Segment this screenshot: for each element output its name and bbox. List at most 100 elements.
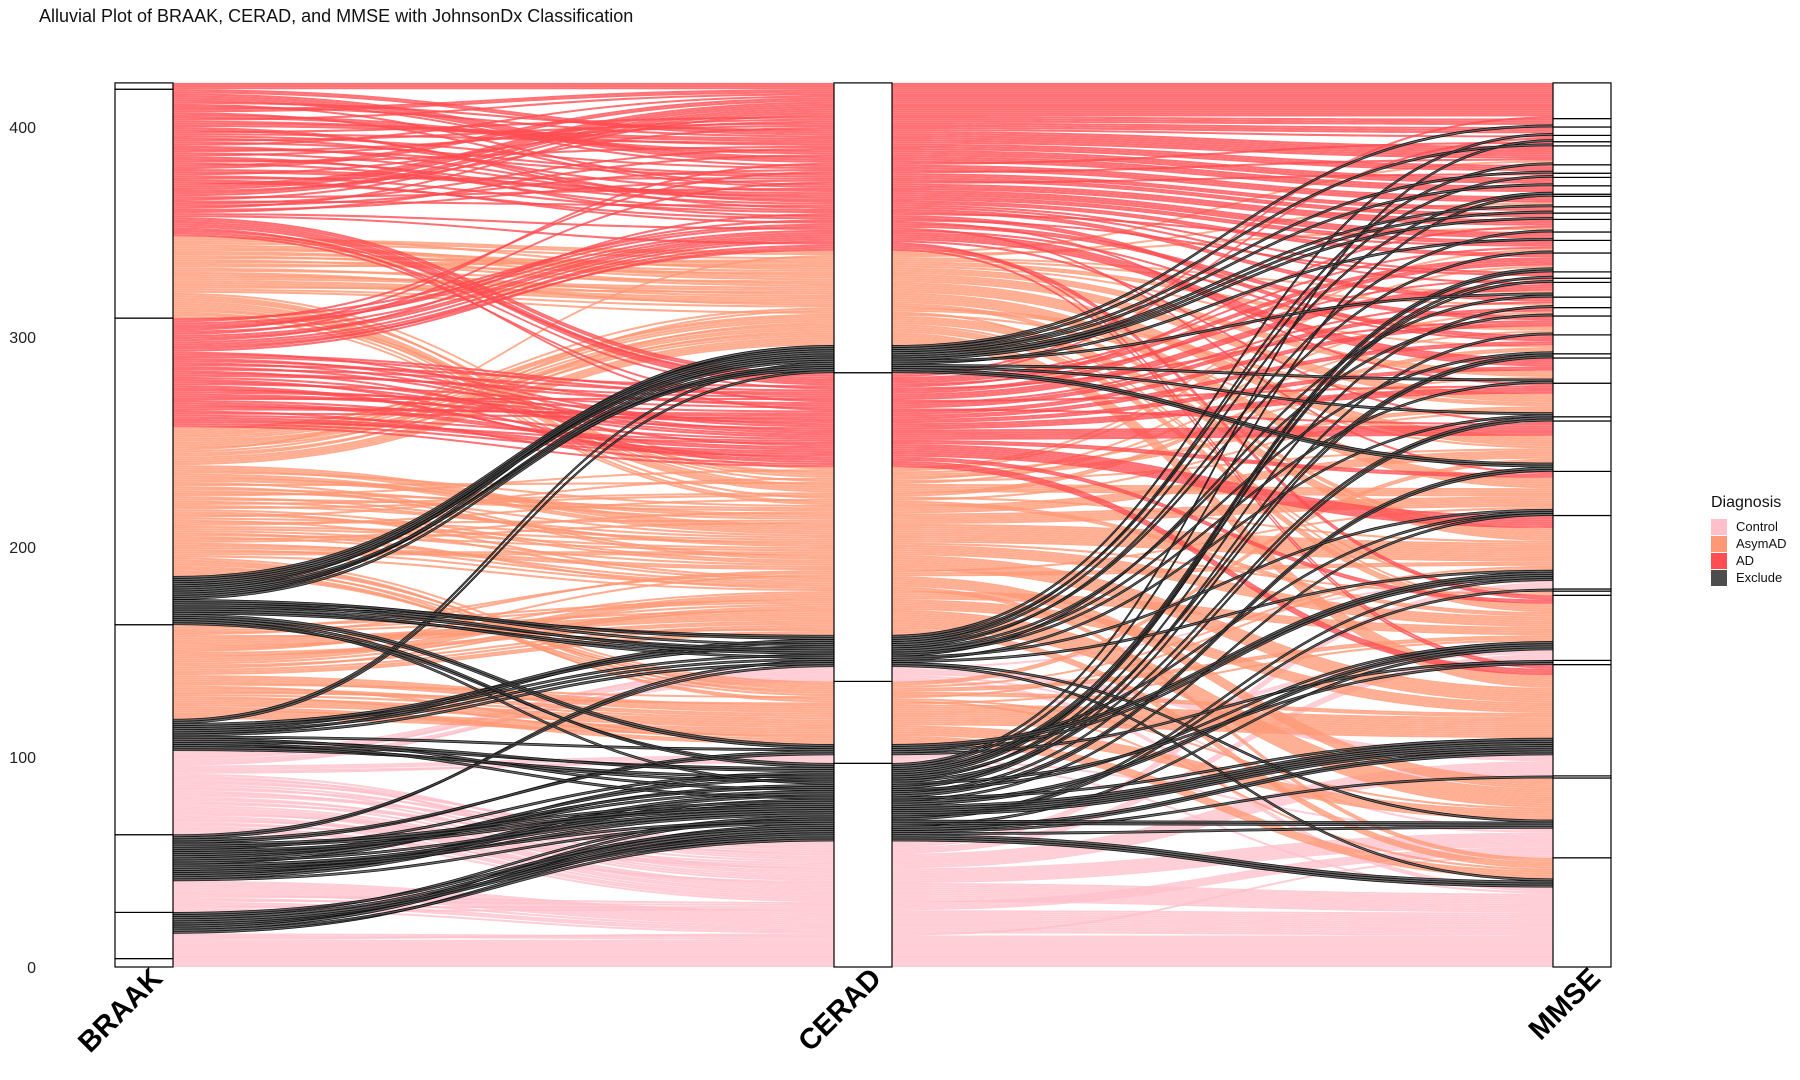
flow-ad — [173, 236, 834, 340]
flow-ad — [892, 93, 1553, 96]
stratum-mmse — [1552, 239, 1612, 254]
flow-control — [892, 847, 1553, 904]
flow-control — [173, 962, 834, 965]
flow-ad — [892, 114, 1553, 117]
flow-ad — [173, 244, 834, 346]
flow-ad — [892, 320, 1553, 390]
flow-ad — [173, 120, 834, 176]
flow-ad — [892, 89, 1553, 92]
flow-ad — [892, 278, 1553, 386]
stratum-mmse — [1552, 141, 1612, 147]
flow-control — [892, 891, 1553, 904]
flow-asymad — [173, 246, 834, 279]
flow-control — [892, 925, 1553, 930]
flow-control — [892, 912, 1553, 917]
flow-control — [892, 759, 1553, 833]
flow-asymad — [892, 332, 1553, 678]
flow-asymad — [892, 582, 1553, 787]
y-tick-label: 300 — [9, 330, 36, 347]
x-axis-label-cerad: CERAD — [792, 962, 888, 1058]
flow-control — [892, 948, 1553, 951]
flow-ad — [892, 221, 1553, 386]
flow-asymad — [892, 738, 1553, 875]
flow-asymad — [173, 599, 834, 627]
stratum-mmse — [1552, 231, 1612, 241]
flow-control — [892, 658, 1553, 854]
flow-control — [892, 910, 1553, 915]
flow-ad — [892, 156, 1553, 188]
flow-ad — [173, 112, 834, 188]
flow-control — [892, 929, 1553, 934]
flow-ad — [173, 227, 834, 411]
flow-ad — [173, 225, 834, 386]
flow-asymad — [173, 511, 834, 579]
flow-control — [892, 885, 1553, 898]
legend-label: AD — [1736, 553, 1755, 568]
flow-ad — [892, 246, 1553, 379]
flow-asymad — [173, 542, 834, 585]
flow-control — [892, 962, 1553, 965]
flow-control — [892, 761, 1553, 894]
flow-asymad — [173, 626, 834, 671]
flow-ad — [173, 246, 834, 352]
y-axis: 0 100 200 300 400 — [9, 120, 36, 977]
flow-ad — [892, 458, 1553, 604]
stratum-mmse — [1552, 134, 1612, 143]
flow-asymad — [892, 628, 1553, 865]
flow-asymad — [173, 255, 834, 285]
flow-asymad — [173, 563, 834, 686]
stratum-braak — [114, 624, 174, 836]
flow-control — [173, 893, 834, 925]
stratum-mmse — [1552, 420, 1612, 473]
flow-asymad — [892, 271, 1553, 377]
legend-title: Diagnosis — [1711, 494, 1782, 511]
flow-ad — [173, 127, 834, 209]
flow-ad — [173, 368, 834, 394]
flow-ad — [892, 103, 1553, 106]
stratum-mmse — [1552, 357, 1612, 384]
flow-asymad — [892, 330, 1553, 613]
flow-asymad — [173, 622, 834, 657]
flow-ad — [892, 148, 1553, 172]
flow-ad — [892, 259, 1553, 384]
flow-ad — [892, 124, 1553, 132]
flow-ad — [892, 190, 1553, 235]
flow-ad — [892, 122, 1553, 130]
flow-ad — [892, 465, 1553, 676]
flow-ad — [892, 450, 1553, 524]
flow-asymad — [173, 685, 834, 739]
flow-ad — [892, 166, 1553, 201]
stratum-mmse — [1552, 212, 1612, 221]
flow-control — [892, 958, 1553, 961]
stratum-braak — [114, 911, 174, 960]
flow-ad — [173, 152, 834, 201]
flow-ad — [892, 99, 1553, 102]
stratum-braak — [114, 317, 174, 626]
flow-ad — [892, 145, 1553, 169]
flow-ad — [892, 463, 1553, 673]
flow-control — [892, 767, 1553, 862]
flow-ad — [892, 131, 1553, 148]
flow-asymad — [892, 227, 1553, 256]
flow-ad — [892, 97, 1553, 100]
flow-asymad — [892, 450, 1553, 508]
flow-control — [173, 933, 834, 938]
flow-asymad — [173, 517, 834, 541]
flow-control — [173, 817, 834, 894]
flow-ad — [892, 232, 1553, 361]
flow-ad — [173, 410, 834, 466]
flow-control — [173, 885, 834, 917]
flow-ad — [892, 225, 1553, 321]
flow-ad — [173, 362, 834, 432]
flow-ad — [892, 204, 1553, 274]
flow-ad — [892, 307, 1553, 407]
flow-ad — [173, 89, 834, 111]
stratum-mmse — [1552, 296, 1612, 309]
y-tick-label: 0 — [27, 960, 36, 977]
flow-ad — [892, 137, 1553, 377]
flow-ad — [173, 122, 834, 140]
flow-ad — [892, 129, 1553, 138]
flow-asymad — [892, 551, 1553, 625]
flow-ad — [173, 145, 834, 163]
flow-asymad — [892, 561, 1553, 697]
